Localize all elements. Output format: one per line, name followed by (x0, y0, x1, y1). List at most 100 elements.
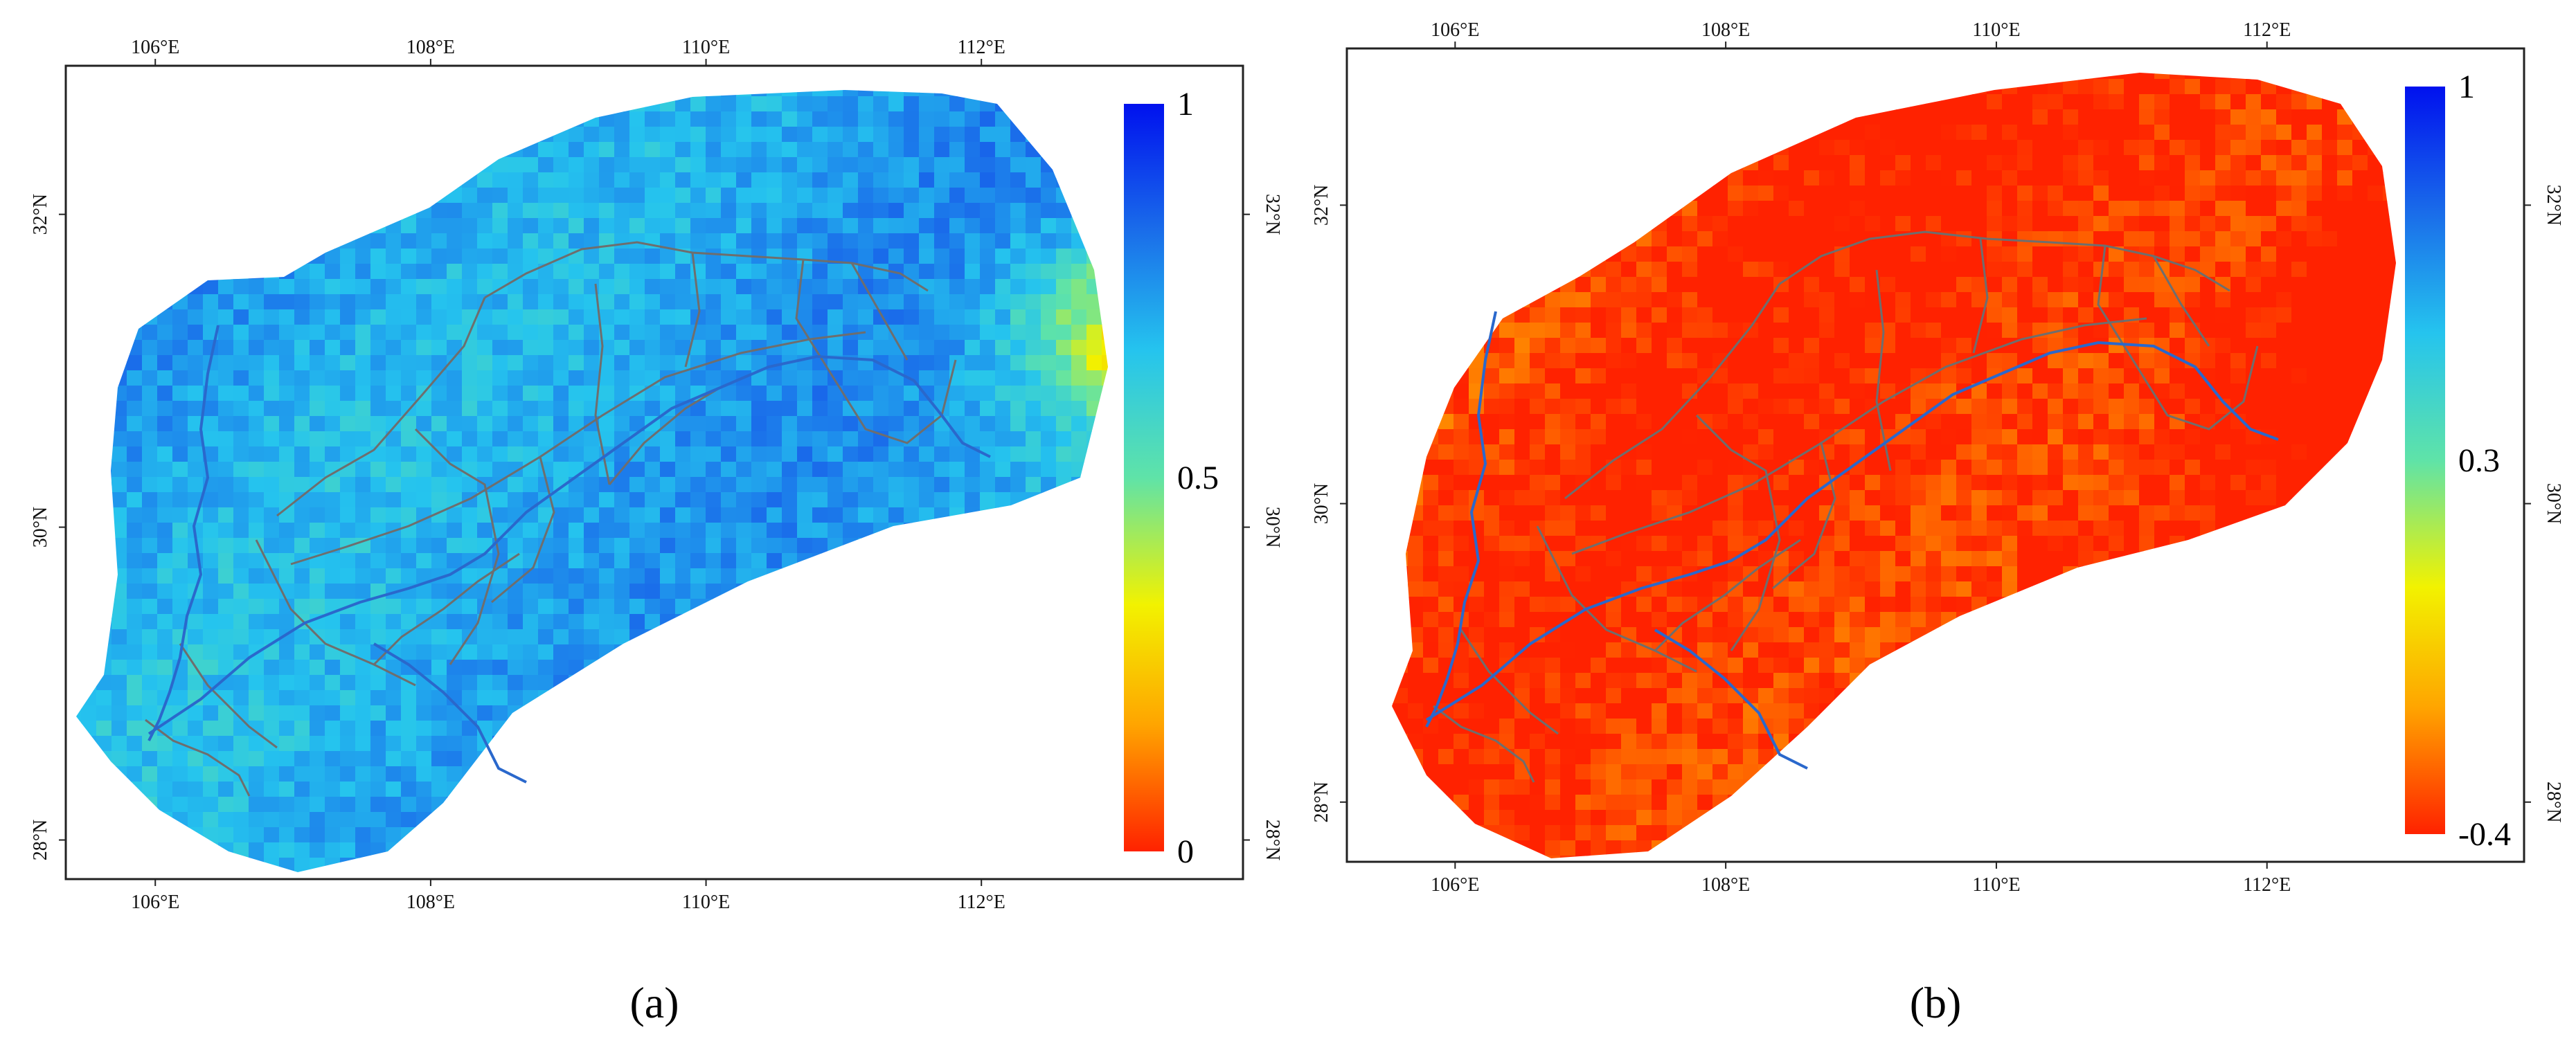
raster-cell (904, 96, 920, 112)
raster-cell (629, 401, 645, 417)
raster-cell (767, 538, 782, 554)
raster-cell (553, 446, 569, 462)
raster-cell (416, 584, 432, 599)
raster-cell (203, 507, 219, 523)
raster-cell (584, 568, 600, 584)
raster-cell (523, 614, 539, 630)
raster-cell (1530, 353, 1546, 369)
raster-cell (675, 325, 691, 341)
raster-cell (279, 401, 295, 417)
raster-cell (675, 492, 691, 508)
raster-cell (569, 264, 584, 280)
raster-cell (553, 142, 569, 158)
raster-cell (949, 233, 965, 249)
raster-cell (462, 523, 478, 539)
raster-cell (401, 218, 417, 234)
raster-cell (416, 355, 432, 371)
raster-cell (355, 812, 371, 828)
raster-cell (447, 386, 463, 401)
raster-cell (721, 172, 737, 188)
raster-cell (279, 568, 295, 584)
raster-cell (629, 355, 645, 371)
raster-cell (1010, 386, 1026, 401)
raster-cell (873, 401, 889, 417)
raster-cell (1514, 719, 1530, 734)
raster-cell (1438, 429, 1454, 445)
raster-cell (828, 401, 843, 417)
raster-cell (1530, 810, 1546, 826)
raster-cell (523, 218, 539, 234)
raster-cell (553, 523, 569, 539)
raster-cell (249, 766, 265, 782)
raster-cell (629, 523, 645, 539)
raster-cell (904, 416, 920, 432)
raster-cell (538, 309, 554, 325)
raster-cell (675, 568, 691, 584)
raster-cell (279, 355, 295, 371)
raster-cell (447, 279, 463, 295)
raster-cell (310, 309, 325, 325)
raster-cell (873, 477, 889, 493)
raster-cell (325, 797, 341, 813)
raster-cell (264, 401, 280, 417)
raster-cell (828, 462, 843, 478)
raster-cell (523, 492, 539, 508)
raster-cell (767, 90, 782, 97)
raster-cell (355, 477, 371, 493)
raster-cell (934, 431, 950, 447)
raster-cell (431, 705, 447, 721)
raster-cell (1469, 734, 1485, 750)
raster-cell (325, 690, 341, 706)
raster-cell (370, 416, 386, 432)
raster-cell (431, 416, 447, 432)
raster-cell (965, 111, 981, 127)
raster-cell (1010, 172, 1026, 188)
raster-cell (386, 249, 402, 264)
raster-cell (645, 142, 661, 158)
raster-cell (873, 446, 889, 462)
raster-cell (157, 644, 173, 660)
raster-cell (127, 477, 143, 493)
raster-cell (462, 188, 478, 204)
raster-cell (416, 340, 432, 356)
raster-cell (264, 675, 280, 691)
raster-cell (980, 416, 996, 432)
raster-cell (462, 446, 478, 462)
raster-cell (888, 90, 904, 97)
raster-cell (127, 736, 143, 752)
raster-cell (325, 462, 341, 478)
raster-cell (386, 355, 402, 371)
raster-cell (416, 249, 432, 264)
raster-cell (492, 660, 508, 676)
raster-cell (1469, 764, 1485, 780)
raster-cell (1484, 779, 1500, 795)
raster-cell (325, 584, 341, 599)
raster-cell (797, 233, 813, 249)
raster-cell (1026, 340, 1041, 356)
raster-cell (828, 340, 843, 356)
raster-cell (523, 523, 539, 539)
raster-cell (1102, 370, 1108, 386)
raster-cell (706, 462, 722, 478)
raster-cell (584, 249, 600, 264)
raster-cell (690, 431, 706, 447)
raster-cell (1041, 294, 1057, 310)
raster-cell (462, 309, 478, 325)
raster-cell (279, 492, 295, 508)
raster-cell (782, 279, 798, 295)
raster-cell (172, 782, 188, 797)
raster-cell (828, 279, 843, 295)
raster-cell (447, 629, 463, 645)
raster-cell (629, 188, 645, 204)
raster-cell (340, 355, 356, 371)
raster-cell (325, 675, 341, 691)
raster-cell (1469, 444, 1485, 460)
raster-cell (1469, 749, 1485, 765)
raster-cell (888, 492, 904, 508)
raster-cell (584, 614, 600, 630)
raster-cell (355, 294, 371, 310)
colorbar-a: 1 0.5 0 (1124, 86, 1219, 870)
raster-cell (1056, 401, 1072, 417)
raster-cell (1545, 490, 1561, 506)
raster-cell (553, 279, 569, 295)
